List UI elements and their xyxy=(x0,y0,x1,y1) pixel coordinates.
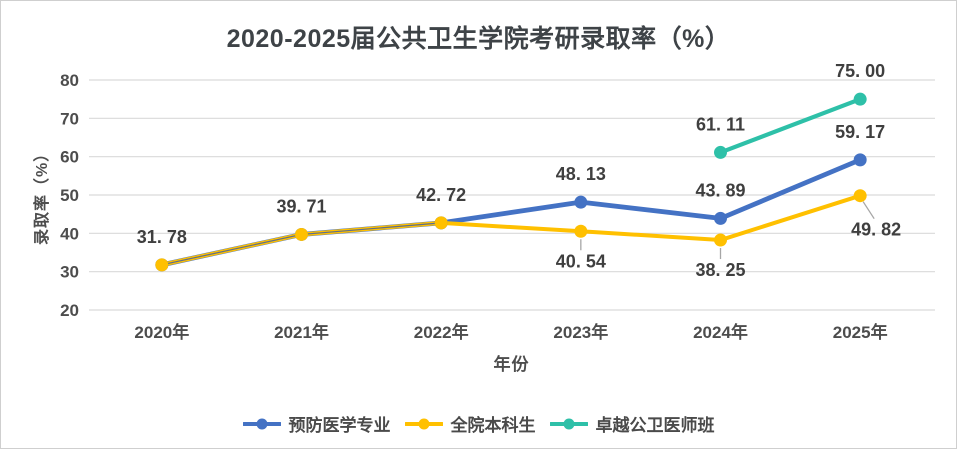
y-tick-label: 20 xyxy=(60,301,79,320)
y-tick-label: 70 xyxy=(60,109,79,128)
data-point xyxy=(853,92,867,106)
data-label: 49. 82 xyxy=(851,220,901,240)
legend-item-0: 预防医学专业 xyxy=(242,411,391,436)
x-axis-title: 年份 xyxy=(493,355,530,374)
x-tick-label: 2020年 xyxy=(134,322,189,342)
y-tick-label: 30 xyxy=(60,263,79,282)
overlapping-line-seam xyxy=(301,222,442,236)
x-tick-label: 2021年 xyxy=(274,322,329,342)
data-label: 40. 54 xyxy=(556,251,606,271)
data-point xyxy=(295,227,308,241)
legend-marker-icon xyxy=(549,418,588,429)
data-label: 61. 11 xyxy=(696,114,745,134)
data-label: 39. 71 xyxy=(276,196,326,216)
series-line-0 xyxy=(159,157,863,268)
x-tick-label: 2024年 xyxy=(693,322,748,342)
legend-item-1: 全院本科生 xyxy=(404,411,536,436)
data-point xyxy=(574,224,588,238)
data-point xyxy=(853,189,867,203)
data-label: 75. 00 xyxy=(835,61,885,81)
y-tick-label: 60 xyxy=(60,148,79,167)
data-point xyxy=(714,145,727,159)
data-point xyxy=(714,233,727,247)
legend-label: 预防医学专业 xyxy=(288,416,391,435)
legend-label: 全院本科生 xyxy=(450,416,536,435)
data-point xyxy=(434,216,448,230)
overlapping-line-seam xyxy=(161,233,302,266)
legend: 预防医学专业 全院本科生 卓越公卫医师班 xyxy=(1,411,956,436)
x-tick-label: 2023年 xyxy=(553,322,608,342)
legend-label: 卓越公卫医师班 xyxy=(595,416,715,435)
data-label: 31. 78 xyxy=(137,227,187,247)
series-line-2 xyxy=(718,97,863,155)
data-point xyxy=(714,211,727,225)
data-label: 59. 17 xyxy=(835,122,885,142)
legend-item-2: 卓越公卫医师班 xyxy=(549,411,715,436)
chart-title: 2020-2025届公共卫生学院考研录取率（%） xyxy=(226,25,731,53)
data-label: 43. 89 xyxy=(695,180,745,200)
data-label: 42. 72 xyxy=(416,185,466,205)
y-tick-label: 80 xyxy=(60,71,79,90)
data-point xyxy=(155,258,169,272)
data-point xyxy=(574,195,588,209)
legend-marker-icon xyxy=(242,418,281,429)
y-axis-title: 录取率（%） xyxy=(34,144,51,245)
label-leader-line xyxy=(862,201,875,220)
data-point xyxy=(853,153,867,167)
x-tick-label: 2022年 xyxy=(414,322,469,342)
data-label: 48. 13 xyxy=(556,164,606,184)
legend-marker-icon xyxy=(404,418,443,429)
y-tick-label: 50 xyxy=(60,186,79,205)
data-label: 38. 25 xyxy=(695,260,745,280)
x-tick-label: 2025年 xyxy=(833,322,888,342)
y-tick-label: 40 xyxy=(60,224,79,243)
